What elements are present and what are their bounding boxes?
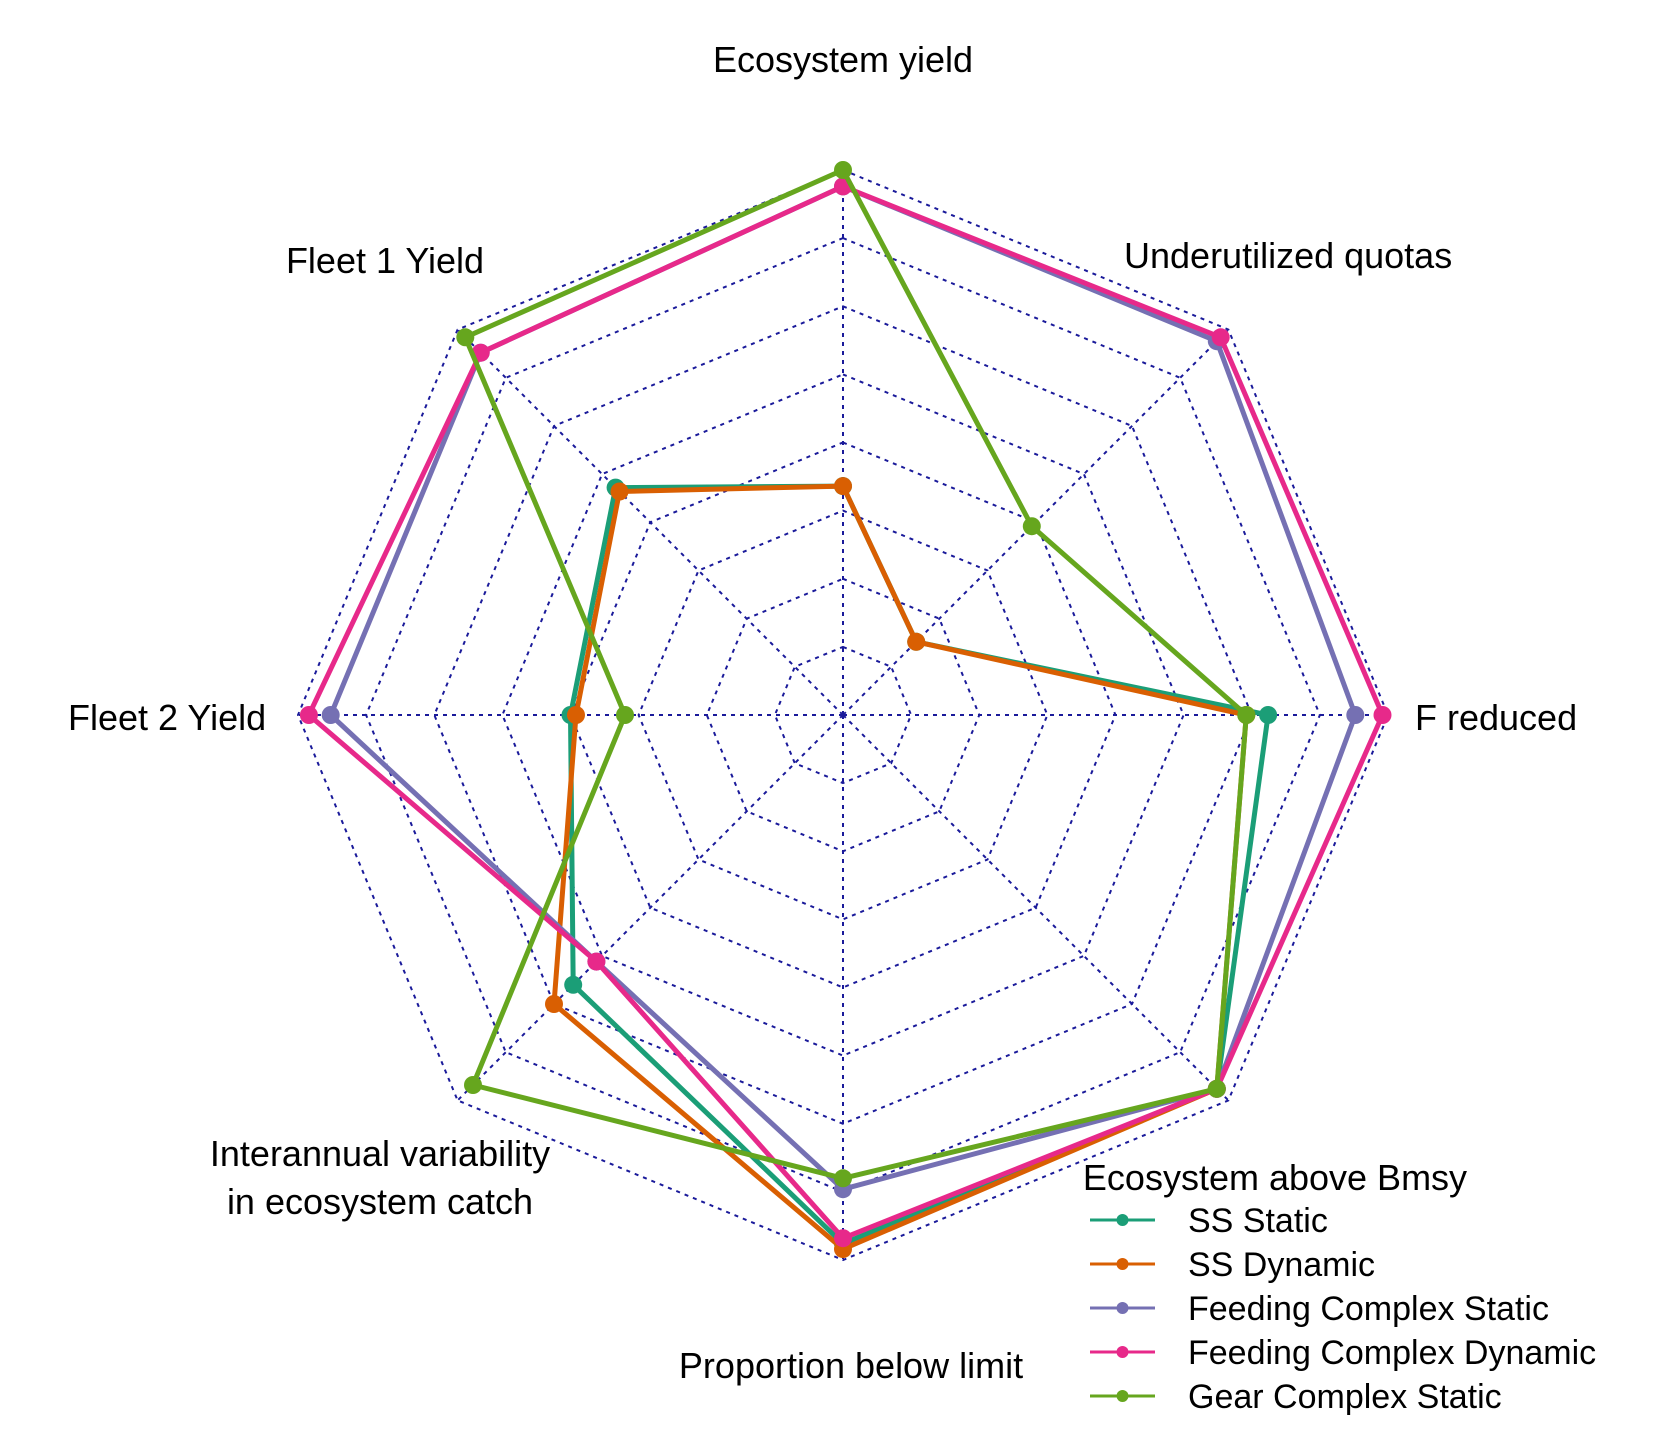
data-point [321, 706, 340, 724]
legend-swatch-marker [1116, 1346, 1129, 1358]
grid-spoke [456, 714, 844, 1102]
axis-label-line: F reduced [1415, 697, 1577, 738]
axis-label: Fleet 1 Yield [286, 240, 484, 281]
data-point [834, 1229, 852, 1248]
data-point [834, 1169, 852, 1188]
axis-label: Underutilized quotas [1124, 235, 1452, 276]
grid-ring [637, 509, 1049, 921]
data-point [907, 632, 926, 651]
data-point [564, 975, 583, 994]
axis-label: F reduced [1415, 697, 1577, 738]
series-line [551, 483, 1249, 1252]
axis-label-line: in ecosystem catch [227, 1181, 533, 1222]
legend-label: Gear Complex Static [1188, 1378, 1502, 1416]
series-line [568, 483, 1271, 1247]
legend-item: SS Static [1090, 1202, 1328, 1240]
radar-series [299, 161, 1392, 1259]
data-point [1211, 328, 1230, 347]
axis-label-line: Ecosystem above Bmsy [1083, 1157, 1467, 1198]
legend-label: Feeding Complex Dynamic [1188, 1334, 1596, 1372]
grid-ring [296, 168, 1390, 1262]
data-point [456, 328, 475, 347]
data-point [299, 706, 318, 724]
axis-label: Interannual variability in ecosystem catc… [210, 1133, 550, 1222]
axis-label-line: Proportion below limit [679, 1345, 1023, 1386]
axis-label-line: Fleet 2 Yield [68, 697, 266, 738]
legend-swatch-marker [1116, 1390, 1129, 1402]
axis-label: Ecosystem above Bmsy [1083, 1157, 1467, 1198]
data-point [834, 477, 852, 496]
axis-label: Proportion below limit [679, 1345, 1023, 1386]
grid-spoke [842, 714, 1230, 1102]
axis-label-line: Underutilized quotas [1124, 235, 1452, 276]
axis-label-line: Interannual variability [210, 1133, 550, 1174]
data-point [1237, 706, 1256, 724]
data-point [587, 952, 606, 971]
grid-ring [773, 645, 913, 785]
legend-item: SS Dynamic [1090, 1246, 1375, 1284]
legend-swatch-marker [1116, 1302, 1129, 1314]
legend-label: SS Dynamic [1188, 1246, 1375, 1284]
axis-label-line: Ecosystem yield [713, 39, 973, 80]
data-point [1373, 706, 1392, 724]
series-group [545, 477, 1256, 1259]
data-point [1346, 706, 1365, 724]
legend-swatch-marker [1116, 1258, 1129, 1270]
legend-item: Gear Complex Static [1090, 1378, 1502, 1416]
axis-label: Ecosystem yield [713, 39, 973, 80]
legend-label: SS Static [1188, 1202, 1328, 1240]
legend-label: Feeding Complex Static [1188, 1290, 1549, 1328]
legend: SS Static SS Dynamic Feeding Complex Stati… [1090, 1202, 1596, 1416]
data-point [1259, 706, 1278, 724]
legend-item: Feeding Complex Dynamic [1090, 1334, 1596, 1372]
data-point [464, 1076, 482, 1094]
data-point [1207, 1079, 1226, 1098]
grid-spoke [456, 328, 844, 716]
legend-item: Feeding Complex Static [1090, 1290, 1549, 1328]
data-point [1022, 517, 1041, 536]
data-point [545, 995, 563, 1013]
grid-ring [501, 373, 1185, 1057]
series-group [456, 161, 1256, 1188]
data-point [616, 706, 634, 724]
axis-labels: Ecosystem yield Underutilized quotas F red… [68, 39, 1577, 1386]
legend-swatch-marker [1116, 1214, 1129, 1226]
data-point [610, 482, 629, 501]
axis-label-line: Fleet 1 Yield [286, 240, 484, 281]
axis-label: Fleet 2 Yield [68, 697, 266, 738]
data-point [834, 161, 852, 179]
data-point [567, 706, 585, 724]
